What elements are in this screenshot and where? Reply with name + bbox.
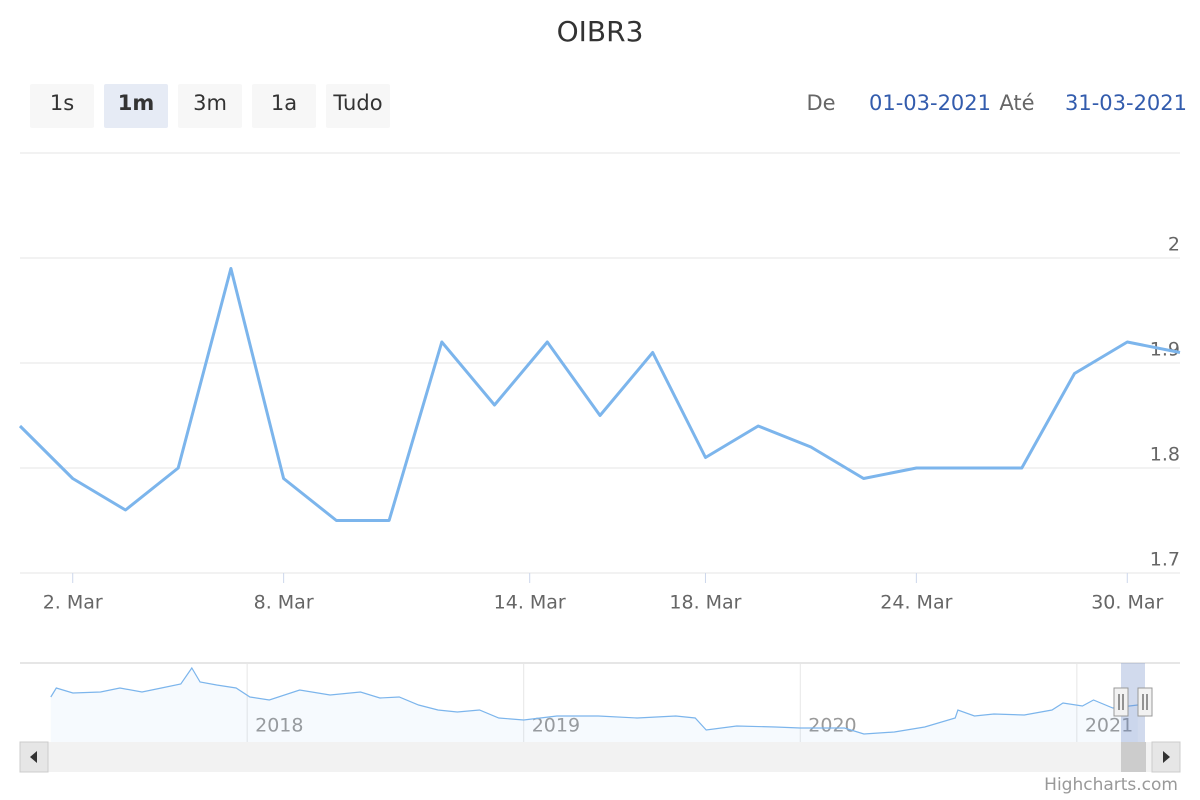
from-date[interactable]: 01-03-2021 <box>869 91 991 115</box>
x-tick-label: 30. Mar <box>1091 592 1163 614</box>
scrollbar-right-arrow <box>1163 751 1170 763</box>
navigator-area <box>50 668 1138 742</box>
navigator-handle[interactable] <box>1113 687 1129 717</box>
from-label: De <box>806 91 835 115</box>
credits[interactable]: Highcharts.com <box>1044 775 1178 795</box>
range-button-label[interactable]: Tudo <box>332 91 382 115</box>
y-tick-label: 2 <box>1168 234 1180 256</box>
range-button-label[interactable]: 3m <box>193 91 227 115</box>
x-tick-label: 8. Mar <box>254 592 314 614</box>
navigator-x-label: 2019 <box>532 715 580 737</box>
navigator-x-label: 2021 <box>1085 715 1133 737</box>
scrollbar-track[interactable] <box>20 742 1180 772</box>
chart-title: OIBR3 <box>557 15 644 48</box>
range-button-label[interactable]: 1s <box>50 91 74 115</box>
range-button[interactable] <box>178 84 242 128</box>
navigator-line <box>50 666 1138 735</box>
navigator-x-label: 2018 <box>255 715 303 737</box>
range-button[interactable] <box>30 84 94 128</box>
range-button-label[interactable]: 1a <box>271 91 297 115</box>
range-button[interactable] <box>252 84 316 128</box>
navigator-handle[interactable] <box>1137 687 1153 717</box>
x-tick-label: 2. Mar <box>43 592 103 614</box>
scrollbar-left-arrow <box>30 751 37 763</box>
range-button[interactable] <box>104 84 168 128</box>
to-label: Até <box>999 91 1034 115</box>
y-tick-label: 1.8 <box>1150 444 1180 466</box>
scrollbar-thumb[interactable] <box>1121 742 1146 772</box>
to-date[interactable]: 31-03-2021 <box>1065 91 1187 115</box>
x-tick-label: 18. Mar <box>669 592 741 614</box>
price-line <box>18 267 1181 522</box>
x-tick-label: 24. Mar <box>880 592 952 614</box>
y-tick-label: 1.7 <box>1150 549 1180 571</box>
range-button[interactable] <box>326 84 390 128</box>
navigator-x-label: 2020 <box>808 715 856 737</box>
range-button-label[interactable]: 1m <box>118 91 155 115</box>
x-tick-label: 14. Mar <box>494 592 566 614</box>
